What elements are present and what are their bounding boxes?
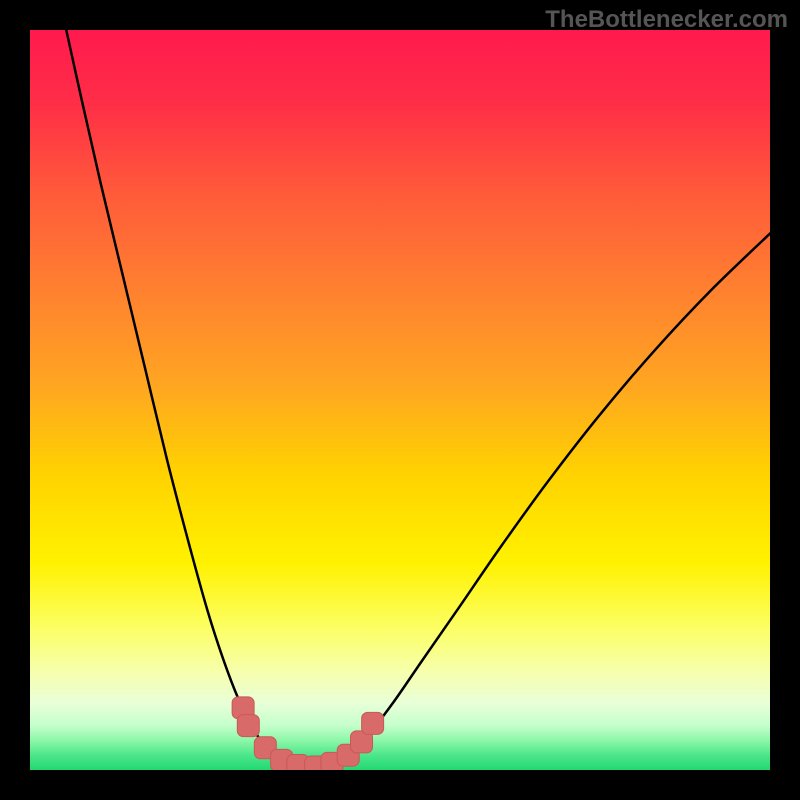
watermark-text: TheBottlenecker.com bbox=[545, 6, 788, 34]
chart-frame: TheBottlenecker.com bbox=[0, 0, 800, 800]
bottleneck-curve bbox=[66, 30, 770, 768]
curve-layer bbox=[30, 30, 770, 770]
valley-markers bbox=[362, 712, 384, 734]
valley-markers bbox=[237, 715, 259, 737]
plot-area bbox=[30, 30, 770, 770]
